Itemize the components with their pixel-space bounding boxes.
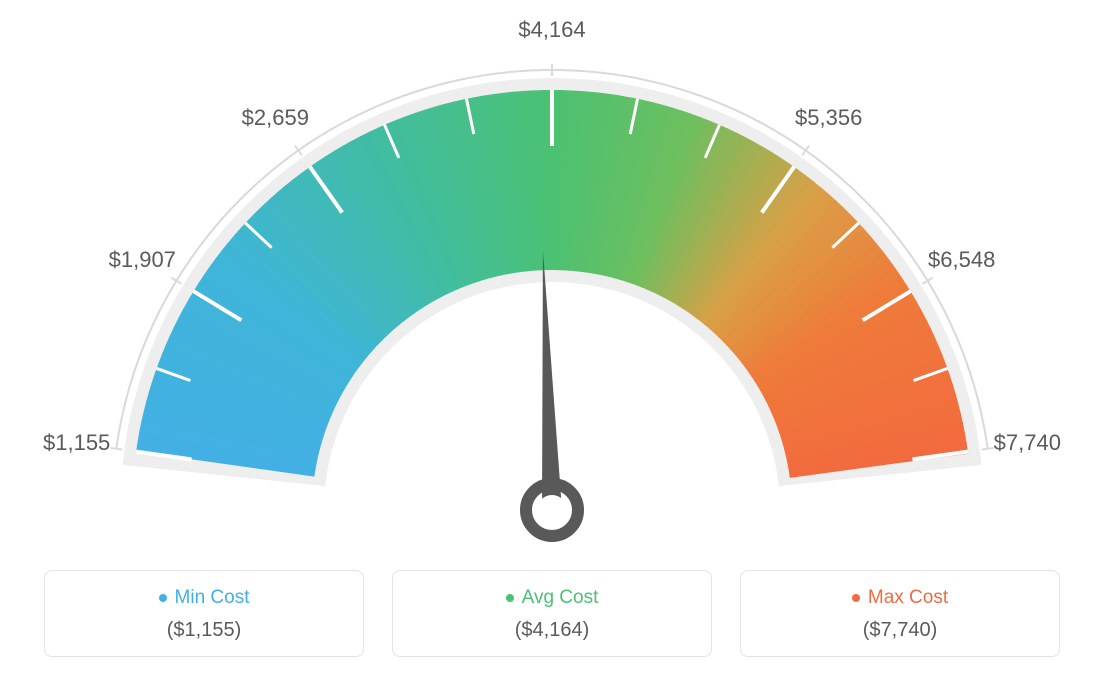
gauge-tick-label: $2,659 <box>242 105 309 131</box>
dot-icon <box>852 594 860 602</box>
legend-value-max: ($7,740) <box>753 619 1047 642</box>
legend-row: Min Cost ($1,155) Avg Cost ($4,164) Max … <box>20 570 1084 657</box>
legend-title-avg: Avg Cost <box>506 587 599 609</box>
dot-icon <box>506 594 514 602</box>
legend-card-min: Min Cost ($1,155) <box>44 570 364 657</box>
legend-value-avg: ($4,164) <box>405 619 699 642</box>
legend-title-text: Avg Cost <box>522 587 599 609</box>
legend-card-max: Max Cost ($7,740) <box>740 570 1060 657</box>
legend-title-max: Max Cost <box>852 587 948 609</box>
gauge-svg <box>20 20 1084 560</box>
gauge-tick-label: $7,740 <box>994 430 1061 456</box>
legend-card-avg: Avg Cost ($4,164) <box>392 570 712 657</box>
gauge-tick-label: $4,164 <box>518 17 585 43</box>
gauge-tick-label: $1,155 <box>43 430 110 456</box>
gauge-tick-label: $1,907 <box>109 247 176 273</box>
legend-title-text: Min Cost <box>175 587 250 609</box>
gauge-tick-label: $6,548 <box>928 247 995 273</box>
legend-title-min: Min Cost <box>159 587 250 609</box>
gauge-tick-label: $5,356 <box>795 105 862 131</box>
legend-title-text: Max Cost <box>868 587 948 609</box>
legend-value-min: ($1,155) <box>57 619 351 642</box>
gauge-chart: $1,155 $1,907 $2,659 $4,164 $5,356 $6,548 $7,7… <box>20 20 1084 560</box>
dot-icon <box>159 594 167 602</box>
